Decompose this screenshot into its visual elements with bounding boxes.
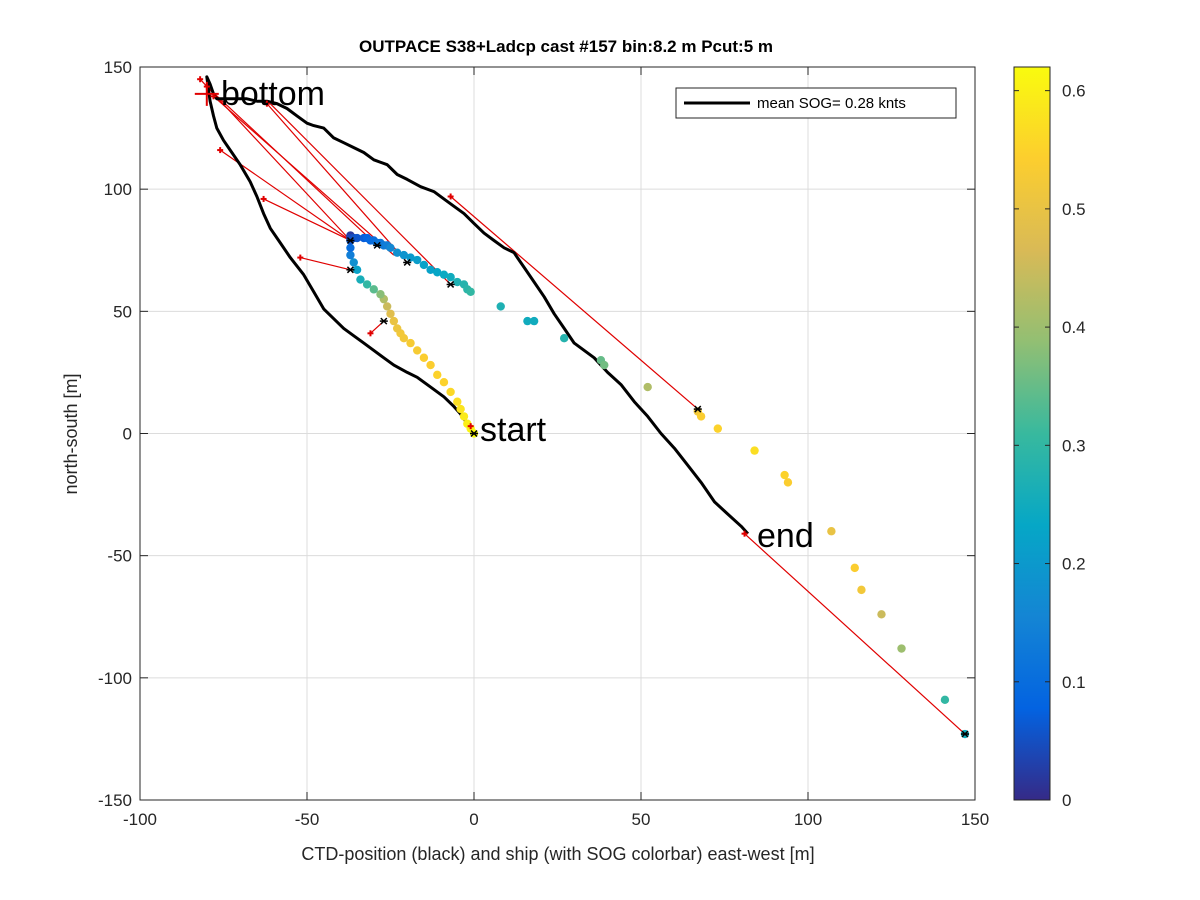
ship-point — [713, 424, 723, 433]
ship-point — [559, 334, 569, 343]
ship-points — [346, 231, 970, 739]
connection-line — [450, 196, 699, 410]
ship-point — [780, 470, 789, 480]
ship-point — [897, 644, 906, 653]
ship-point — [419, 260, 429, 270]
ship-point — [446, 387, 455, 397]
ship-point — [419, 353, 429, 362]
ship-point — [529, 316, 539, 326]
annotation-start: start — [480, 411, 547, 449]
connection-line — [266, 103, 408, 263]
ship-point — [466, 287, 475, 296]
ship-point — [349, 258, 358, 267]
ctd-track-line — [205, 75, 750, 535]
ship-point — [413, 346, 422, 355]
connection-line — [300, 256, 351, 271]
ship-point — [600, 360, 609, 370]
ship-point — [439, 377, 449, 387]
y-tick-label: -100 — [98, 669, 132, 688]
ship-point — [426, 360, 435, 370]
ship-point — [346, 243, 355, 253]
colorbar-tick-label: 0.2 — [1062, 555, 1086, 574]
colorbar-tick-label: 0.5 — [1062, 200, 1086, 219]
ship-point — [356, 275, 365, 284]
annotation-bottom: bottom — [221, 75, 325, 113]
colorbar-tick-label: 0.4 — [1062, 318, 1086, 337]
ship-point — [456, 404, 465, 414]
ship-point — [406, 253, 415, 262]
connection-line — [263, 198, 351, 242]
ship-point — [386, 309, 395, 318]
x-tick-label: -100 — [123, 810, 157, 829]
ship-point — [392, 324, 402, 333]
y-tick-label: -150 — [98, 791, 132, 810]
ship-point — [386, 243, 395, 253]
ship-point — [426, 265, 435, 274]
ship-point — [392, 248, 402, 257]
ship-point — [433, 370, 442, 380]
colorbar-tick-label: 0 — [1062, 791, 1071, 810]
x-axis-label: CTD-position (black) and ship (with SOG … — [301, 844, 814, 864]
ship-point — [940, 695, 950, 705]
ship-point — [453, 397, 462, 406]
colorbar-ticks: 0 0.1 0.2 0.3 0.4 0.5 0.6 — [1014, 82, 1086, 810]
y-tick-label: 100 — [104, 180, 132, 199]
connection-line — [213, 95, 395, 256]
x-tick-label: -50 — [295, 810, 320, 829]
ship-point — [362, 280, 372, 289]
ship-point — [346, 250, 355, 260]
legend: mean SOG= 0.28 knts — [675, 87, 957, 119]
colorbar — [1013, 66, 1051, 801]
y-tick-label: 0 — [123, 425, 132, 444]
colorbar-tick-label: 0.1 — [1062, 673, 1086, 692]
ship-point — [459, 412, 469, 421]
x-tick-label: 150 — [961, 810, 989, 829]
connection-line — [269, 103, 452, 285]
ship-point — [850, 563, 859, 573]
chart-title: OUTPACE S38+Ladcp cast #157 bin:8.2 m Pc… — [359, 37, 773, 56]
ctd-track — [205, 75, 750, 535]
ship-point — [696, 412, 706, 421]
y-axis-label: north-south [m] — [61, 373, 81, 494]
colorbar-tick-label: 0.6 — [1062, 82, 1086, 101]
ship-point — [783, 478, 793, 487]
ship-point — [857, 585, 866, 595]
ship-point — [877, 610, 886, 619]
legend-label: mean SOG= 0.28 knts — [757, 95, 906, 112]
ship-point — [413, 255, 422, 265]
y-tick-label: 150 — [104, 58, 132, 77]
connection-line — [744, 533, 966, 735]
x-tick-label: 100 — [794, 810, 822, 829]
ship-point — [352, 265, 362, 274]
ship-point — [376, 290, 385, 299]
ship-point — [406, 338, 415, 348]
ship-point — [382, 302, 392, 311]
annotation-end: end — [757, 517, 814, 555]
colorbar-tick-label: 0.3 — [1062, 436, 1086, 455]
x-tick-label: 50 — [632, 810, 651, 829]
ship-point — [496, 302, 505, 311]
ship-point — [523, 316, 532, 326]
ship-point — [352, 233, 362, 243]
ship-point — [399, 250, 409, 260]
ship-point — [453, 277, 462, 287]
ship-point — [643, 382, 652, 392]
x-tick-label: 0 — [469, 810, 478, 829]
ship-point — [433, 268, 442, 277]
y-tick-label: -50 — [107, 547, 132, 566]
ship-point — [446, 272, 455, 282]
y-tick-label: 50 — [113, 302, 132, 321]
ship-point — [369, 285, 378, 294]
position-markers — [194, 76, 969, 738]
ship-point — [389, 316, 399, 326]
ship-point — [439, 270, 449, 279]
ship-point — [827, 527, 836, 536]
ship-point — [750, 446, 759, 455]
